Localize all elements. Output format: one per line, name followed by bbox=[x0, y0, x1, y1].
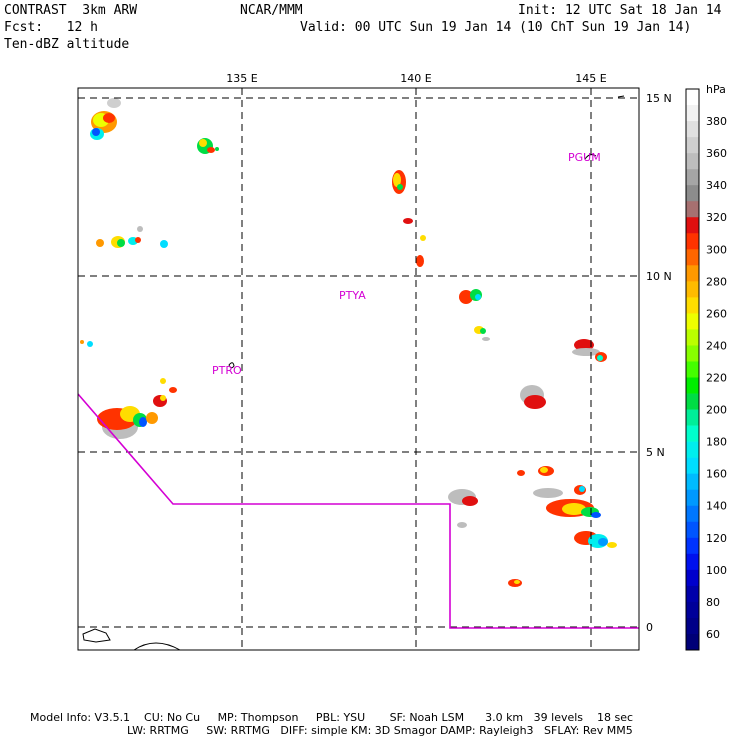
colorbar-swatch bbox=[686, 441, 699, 458]
model-info-line2: LW: RRTMG SW: RRTMG DIFF: simple KM: 3D … bbox=[127, 724, 633, 737]
colorbar-swatch bbox=[686, 137, 699, 154]
model-info-line1: Model Info: V3.5.1 CU: No Cu MP: Thompso… bbox=[30, 711, 634, 724]
colorbar-swatch bbox=[686, 569, 699, 587]
storm-cell bbox=[572, 339, 607, 362]
storm-cell bbox=[197, 138, 219, 154]
colorbar-tick-label: 60 bbox=[706, 628, 720, 641]
model-name: CONTRAST 3km ARW bbox=[4, 3, 138, 18]
colorbar: 380 360 340 320 300 280 260 240 220 200 180 160 140 1… bbox=[685, 88, 727, 651]
colorbar-tick-label: 160 bbox=[706, 468, 727, 481]
lat-label: 0 bbox=[646, 621, 653, 634]
colorbar-swatch bbox=[686, 153, 699, 170]
organization: NCAR/MMM bbox=[240, 3, 303, 18]
colorbar-tick-label: 260 bbox=[706, 307, 727, 320]
colorbar-swatch bbox=[686, 265, 699, 282]
colorbar-swatch bbox=[686, 537, 699, 555]
colorbar-swatch bbox=[686, 233, 699, 250]
colorbar-swatch bbox=[686, 297, 699, 314]
colorbar-tick-label: 360 bbox=[706, 147, 727, 160]
colorbar-swatch bbox=[686, 393, 699, 410]
lon-label: 140 E bbox=[400, 72, 431, 85]
colorbar-swatch bbox=[686, 505, 699, 523]
lat-label: 5 N bbox=[646, 446, 665, 459]
map-plot: 135 E 140 E 145 E 15 N 10 N 5 N 0 PGUM P… bbox=[77, 72, 727, 651]
colorbar-swatch bbox=[686, 185, 699, 202]
colorbar-swatch bbox=[686, 601, 699, 619]
colorbar-swatch bbox=[686, 313, 699, 330]
storm-cell bbox=[517, 466, 601, 518]
station-label: PTYA bbox=[339, 289, 366, 302]
colorbar-swatch bbox=[686, 489, 699, 507]
field-title: Ten-dBZ altitude bbox=[4, 37, 130, 52]
lon-label: 145 E bbox=[575, 72, 606, 85]
graticule bbox=[78, 88, 639, 650]
storm-cell bbox=[90, 98, 121, 140]
colorbar-swatch bbox=[686, 329, 699, 346]
storm-cell bbox=[448, 489, 478, 528]
station-label: PGUM bbox=[568, 151, 601, 164]
colorbar-tick-label: 340 bbox=[706, 179, 727, 192]
colorbar-swatch bbox=[686, 217, 699, 234]
colorbar-tick-label: 220 bbox=[706, 372, 727, 385]
colorbar-swatch bbox=[686, 345, 699, 362]
colorbar-swatch bbox=[686, 473, 699, 491]
reflectivity-cells bbox=[80, 98, 617, 587]
colorbar-swatch bbox=[686, 201, 699, 218]
forecast-hour: Fcst: 12 h bbox=[4, 20, 98, 35]
colorbar-swatch bbox=[686, 281, 699, 298]
colorbar-tick-label: 180 bbox=[706, 436, 727, 449]
colorbar-swatch bbox=[686, 617, 699, 635]
colorbar-swatch bbox=[686, 553, 699, 571]
storm-cell bbox=[520, 385, 546, 409]
map-frame bbox=[77, 87, 640, 651]
colorbar-tick-label: 80 bbox=[706, 596, 720, 609]
colorbar-swatch bbox=[686, 585, 699, 603]
boundary-line bbox=[77, 393, 639, 629]
colorbar-tick-label: 120 bbox=[706, 532, 727, 545]
colorbar-swatch bbox=[686, 121, 699, 138]
colorbar-tick-label: 280 bbox=[706, 275, 727, 288]
colorbar-tick-label: 240 bbox=[706, 339, 727, 352]
storm-cell bbox=[80, 340, 93, 347]
station-label: PTRO bbox=[212, 364, 242, 377]
colorbar-tick-label: 200 bbox=[706, 404, 727, 417]
colorbar-swatch bbox=[686, 169, 699, 186]
storm-cell bbox=[96, 226, 168, 248]
colorbar-swatch bbox=[686, 105, 699, 122]
colorbar-tick-label: 140 bbox=[706, 500, 727, 513]
colorbar-tick-label: 320 bbox=[706, 211, 727, 224]
lon-label: 135 E bbox=[226, 72, 257, 85]
colorbar-tick-label: 380 bbox=[706, 115, 727, 128]
colorbar-swatch bbox=[686, 89, 699, 106]
colorbar-frame bbox=[685, 88, 700, 651]
colorbar-swatch bbox=[686, 633, 699, 651]
lat-label: 10 N bbox=[646, 270, 672, 283]
storm-cell bbox=[459, 289, 490, 341]
init-time: Init: 12 UTC Sat 18 Jan 14 bbox=[518, 3, 722, 18]
coastline bbox=[82, 95, 625, 651]
colorbar-swatch bbox=[686, 457, 699, 474]
colorbar-swatch bbox=[686, 377, 699, 394]
colorbar-tick-label: 100 bbox=[706, 564, 727, 577]
colorbar-unit: hPa bbox=[706, 83, 726, 96]
colorbar-swatch bbox=[686, 409, 699, 426]
colorbar-swatch bbox=[686, 361, 699, 378]
storm-cell bbox=[392, 170, 426, 267]
colorbar-swatch bbox=[686, 425, 699, 442]
colorbar-tick-label: 300 bbox=[706, 243, 727, 256]
colorbar-swatch bbox=[686, 521, 699, 539]
storm-cell bbox=[508, 531, 617, 587]
valid-time: Valid: 00 UTC Sun 19 Jan 14 (10 ChT Sun … bbox=[300, 20, 692, 35]
lat-label: 15 N bbox=[646, 92, 672, 105]
colorbar-swatch bbox=[686, 249, 699, 266]
